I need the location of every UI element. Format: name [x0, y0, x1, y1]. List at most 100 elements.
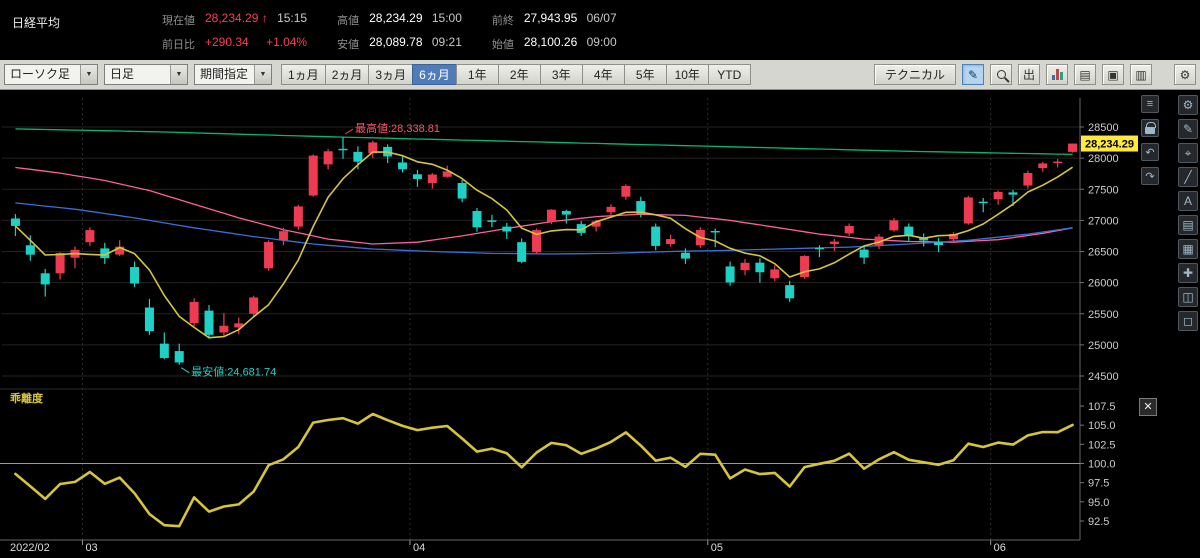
high-value-row: 28,234.29 15:00 [369, 11, 462, 28]
period-10year[interactable]: 10年 [665, 64, 709, 85]
open-time: 09:00 [586, 35, 617, 49]
chart-tool-rail: ⚙ ✎ ⌖ ╱ A ▤ ▦ ✚ ◫ ◻ [1178, 95, 1198, 331]
low-value: 28,089.78 [369, 35, 423, 49]
svg-text:04: 04 [413, 542, 425, 554]
prev-close-label: 前終 [491, 15, 514, 27]
save-button[interactable]: ▣ [1102, 64, 1124, 85]
indicator-icon[interactable]: ▤ [1178, 215, 1198, 235]
menu-icon[interactable]: ≡ [1141, 95, 1159, 113]
chart-type-select[interactable]: ローソク足 ▼ [4, 64, 98, 85]
mini-chart-icon [1051, 69, 1063, 80]
high-time: 15:00 [431, 11, 462, 25]
report-button[interactable]: ▤ [1074, 64, 1096, 85]
period-picker-value: 期間指定 [200, 67, 249, 81]
add-icon[interactable]: ✚ [1178, 263, 1198, 283]
period-1month[interactable]: 1ヵ月 [281, 64, 326, 85]
print-icon: ▥ [1135, 67, 1147, 82]
chart-toolbar: ローソク足 ▼ 日足 ▼ 期間指定 ▼ 1ヵ月 2ヵ月 3ヵ月 6ヵ月 1年 2… [0, 60, 1200, 90]
period-4year[interactable]: 4年 [581, 64, 625, 85]
change-value-row: +290.34 +1.04% [205, 35, 307, 52]
svg-text:28500: 28500 [1088, 122, 1119, 134]
text-tool-icon[interactable]: A [1178, 191, 1198, 211]
settings-gear-button[interactable]: ⚙ [1174, 64, 1196, 85]
draw-pencil-icon: ✎ [967, 67, 979, 82]
svg-text:26500: 26500 [1088, 247, 1119, 259]
zoom-icon [996, 70, 1006, 79]
chevron-down-icon: ▼ [254, 65, 271, 84]
draw-pencil-button[interactable]: ✎ [962, 64, 984, 85]
trend-line-icon[interactable]: ╱ [1178, 167, 1198, 187]
period-1year[interactable]: 1年 [455, 64, 499, 85]
svg-text:28000: 28000 [1088, 153, 1119, 165]
crosshair-icon[interactable]: ⌖ [1178, 143, 1198, 163]
svg-text:03: 03 [85, 542, 97, 554]
svg-text:05: 05 [711, 542, 723, 554]
prev-close-date: 06/07 [586, 11, 617, 25]
svg-text:25000: 25000 [1088, 340, 1119, 352]
high-label: 高値 [337, 15, 360, 27]
period-6month[interactable]: 6ヵ月 [412, 64, 457, 85]
svg-text:最安値:24,681.74: 最安値:24,681.74 [191, 365, 276, 379]
current-price-time: 15:15 [277, 11, 308, 25]
chart-area: 28500 28000 27500 27000 26500 26000 25500 25000… [0, 90, 1200, 558]
current-price-group: 現在値 28,234.29 ↑ 15:15 前日比 +290.34 +1.04% [162, 11, 307, 52]
chart-quick-tools: ≡ ↶ ↷ [1141, 95, 1159, 185]
period-2month[interactable]: 2ヵ月 [324, 64, 370, 85]
svg-text:95.0: 95.0 [1088, 497, 1109, 509]
svg-text:27500: 27500 [1088, 184, 1119, 196]
settings-gear-icon[interactable]: ⚙ [1178, 95, 1198, 115]
high-value: 28,234.29 [369, 11, 423, 25]
current-price-value-row: 28,234.29 ↑ 15:15 [205, 11, 307, 28]
mini-chart-button[interactable] [1046, 64, 1068, 85]
high-low-group: 高値 28,234.29 15:00 安値 28,089.78 09:21 [337, 11, 462, 52]
technical-button[interactable]: テクニカル [873, 64, 956, 85]
change-label: 前日比 [162, 39, 195, 51]
subchart-close-button[interactable]: ✕ [1139, 398, 1157, 416]
period-5year[interactable]: 5年 [623, 64, 667, 85]
period-3month[interactable]: 3ヵ月 [368, 64, 414, 85]
current-price-label: 現在値 [162, 15, 195, 27]
redo-icon[interactable]: ↷ [1141, 167, 1159, 185]
svg-text:107.5: 107.5 [1088, 401, 1116, 413]
lock-icon[interactable] [1141, 119, 1159, 137]
period-picker-select[interactable]: 期間指定 ▼ [194, 64, 272, 85]
svg-text:97.5: 97.5 [1088, 478, 1109, 490]
svg-text:26000: 26000 [1088, 278, 1119, 290]
svg-text:24500: 24500 [1088, 371, 1119, 383]
save-icon: ▣ [1107, 67, 1119, 82]
print-button[interactable]: ▥ [1130, 64, 1152, 85]
open-label: 始値 [491, 39, 514, 51]
svg-text:25500: 25500 [1088, 309, 1119, 321]
svg-text:06: 06 [994, 542, 1006, 554]
timeframe-value: 日足 [110, 67, 135, 81]
low-value-row: 28,089.78 09:21 [369, 35, 462, 52]
current-price-value: 28,234.29 [205, 11, 259, 25]
svg-text:105.0: 105.0 [1088, 420, 1116, 432]
compare-icon[interactable]: ◫ [1178, 287, 1198, 307]
prev-close-value-row: 27,943.95 06/07 [524, 11, 617, 28]
grid-icon[interactable]: ▦ [1178, 239, 1198, 259]
price-chart-canvas[interactable]: 28500 28000 27500 27000 26500 26000 25500 25000… [0, 90, 1164, 558]
svg-text:27000: 27000 [1088, 215, 1119, 227]
chart-type-value: ローソク足 [10, 67, 71, 81]
quote-header: 日経平均 現在値 28,234.29 ↑ 15:15 前日比 +290.34 +… [0, 0, 1200, 60]
period-ytd[interactable]: YTD [707, 64, 751, 85]
svg-text:2022/02: 2022/02 [10, 542, 50, 554]
period-2year[interactable]: 2年 [497, 64, 541, 85]
chevron-down-icon: ▼ [170, 65, 187, 84]
low-time: 09:21 [431, 35, 462, 49]
draw-pencil-icon[interactable]: ✎ [1178, 119, 1198, 139]
svg-text:92.5: 92.5 [1088, 516, 1109, 528]
zoom-button[interactable] [990, 64, 1012, 85]
svg-text:100.0: 100.0 [1088, 459, 1116, 471]
svg-text:最高値:28,338.81: 最高値:28,338.81 [355, 121, 440, 135]
undo-icon[interactable]: ↶ [1141, 143, 1159, 161]
period-3year[interactable]: 3年 [539, 64, 583, 85]
period-buttons: 1ヵ月 2ヵ月 3ヵ月 6ヵ月 1年 2年 3年 4年 5年 10年 YTD [281, 64, 751, 85]
popout-button[interactable]: 出 [1018, 64, 1040, 85]
timeframe-select[interactable]: 日足 ▼ [104, 64, 188, 85]
settings-gear-icon: ⚙ [1179, 67, 1191, 82]
open-value-row: 28,100.26 09:00 [524, 35, 617, 52]
snapshot-icon[interactable]: ◻ [1178, 311, 1198, 331]
